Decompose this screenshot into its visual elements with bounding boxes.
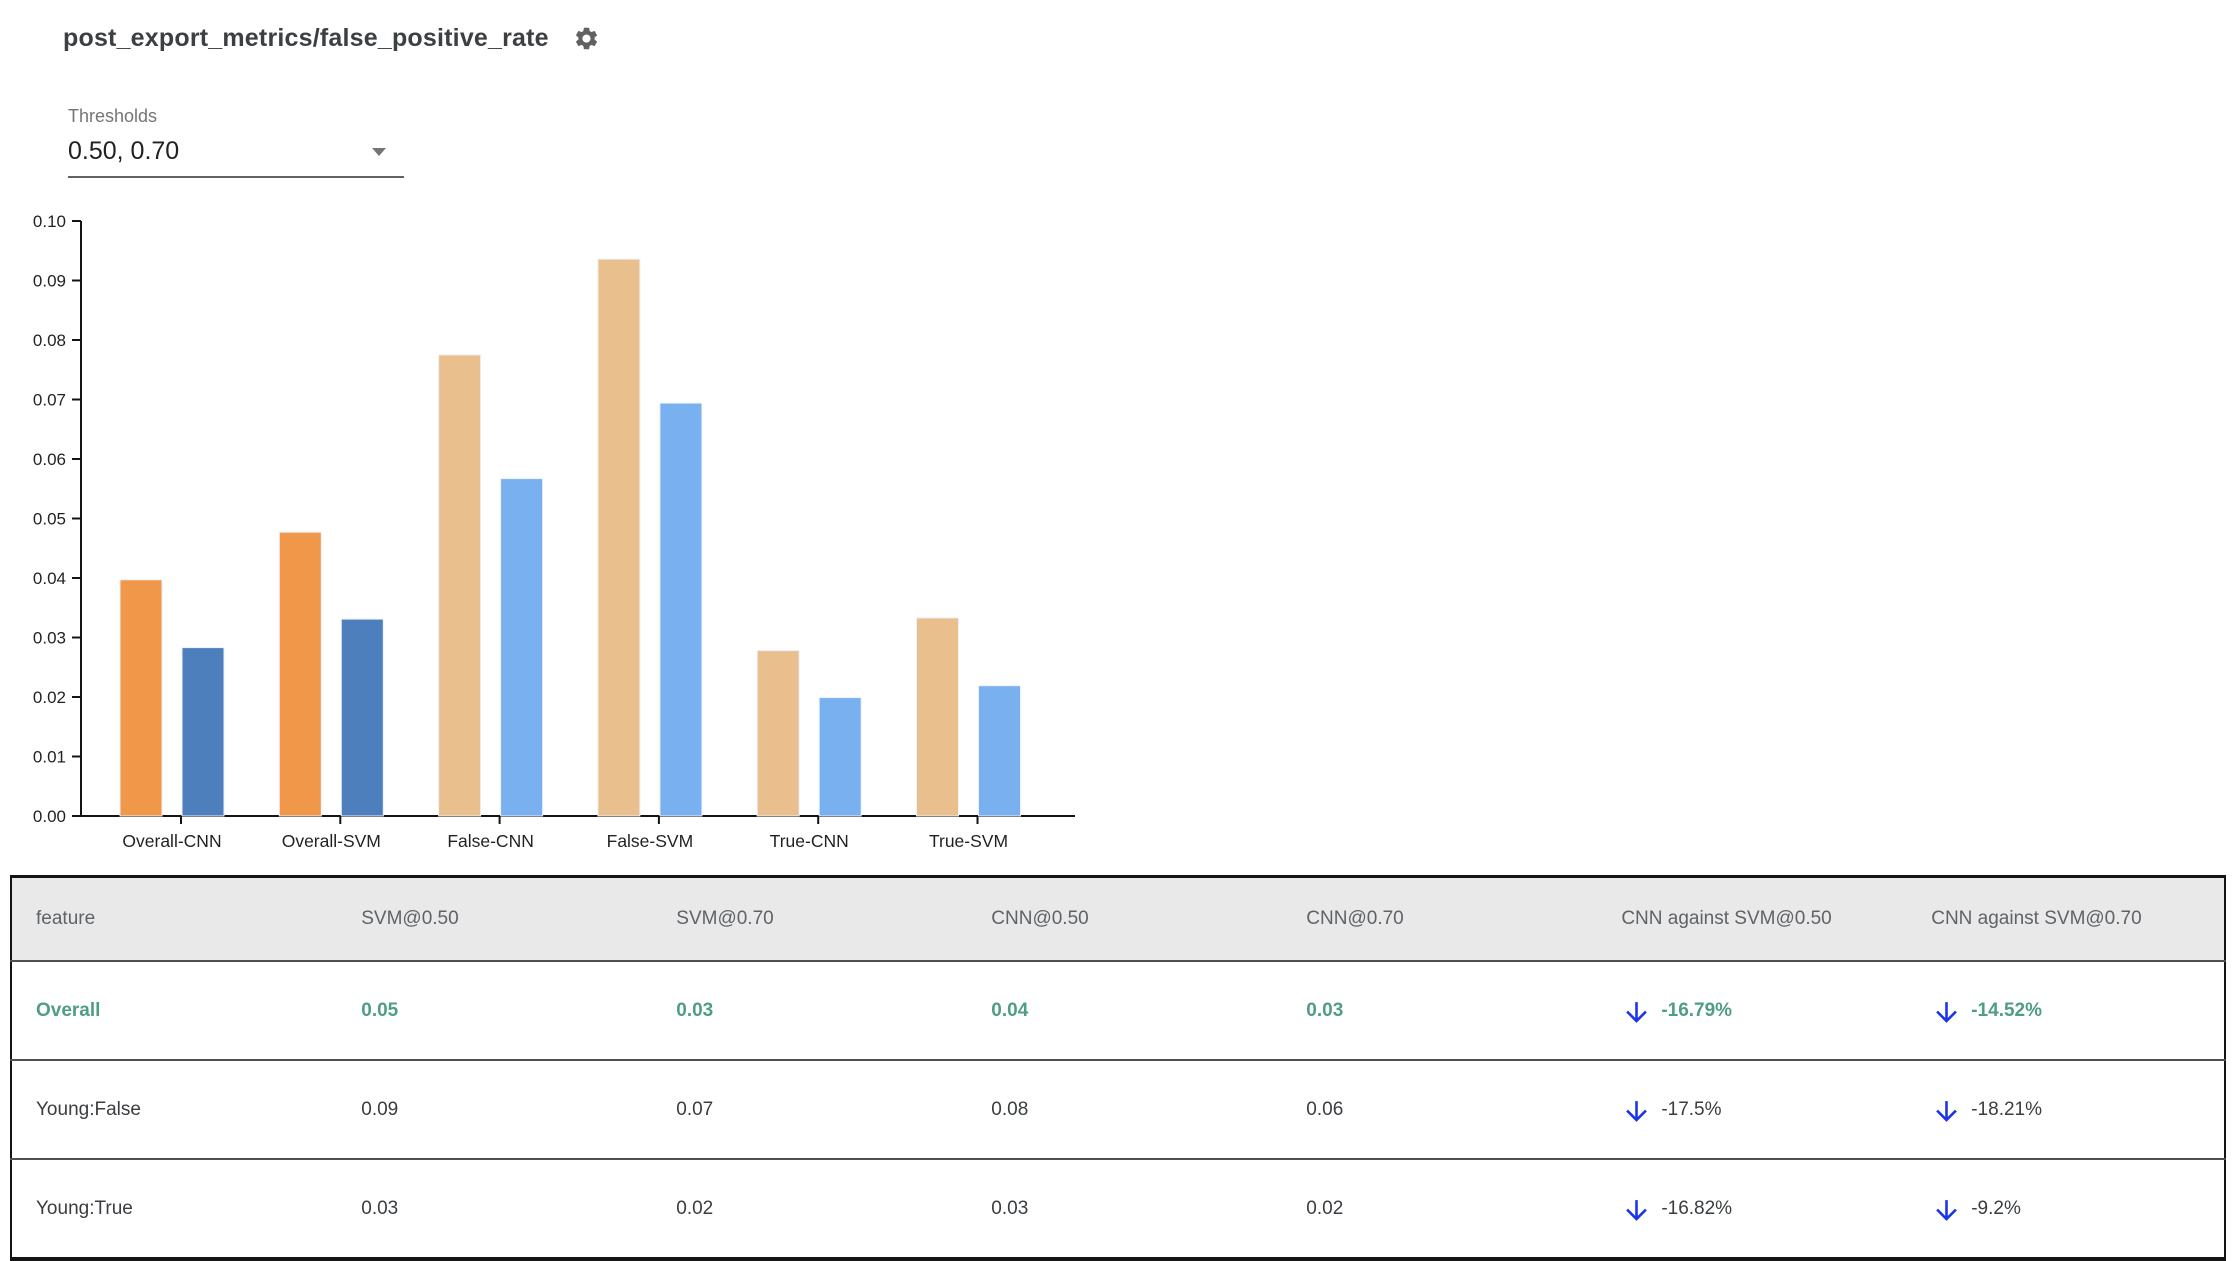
cell-svm-050: 0.09 (361, 1098, 399, 1120)
cell-svm-050: 0.03 (361, 1197, 399, 1219)
percent-change-value: -14.52% (1971, 999, 2043, 1021)
chart-bar (438, 354, 482, 817)
x-axis-category-label: True-CNN (770, 831, 849, 851)
y-axis-tick-label: 0.09 (33, 272, 66, 291)
cell-cnn-050: 0.04 (991, 999, 1029, 1021)
x-axis-category-label: False-SVM (607, 831, 694, 851)
column-header-cnn-050: CNN@0.50 (979, 876, 1295, 961)
y-axis-tick-label: 0.02 (33, 688, 66, 707)
column-header-feature: feature (11, 876, 350, 961)
thresholds-value: 0.50, 0.70 (68, 137, 180, 165)
y-axis-tick-label: 0.00 (33, 807, 66, 826)
chart-bar (916, 617, 959, 817)
chart-bar (756, 650, 800, 817)
column-header-svm-050: SVM@0.50 (349, 876, 665, 961)
cell-cnn-070: 0.06 (1306, 1098, 1344, 1120)
thresholds-control: Thresholds 0.50, 0.70 (68, 106, 404, 178)
cell-cnn-against-svm-050: -16.79% (1609, 961, 1919, 1060)
chart-bar (119, 579, 163, 817)
column-header-cnn-070: CNN@0.70 (1294, 876, 1610, 961)
arrow-down-icon (1936, 1002, 1958, 1023)
column-header-cnn-against-svm-050: CNN against SVM@0.50 (1609, 876, 1920, 961)
table-header-row: feature SVM@0.50 SVM@0.70 CNN@0.50 CNN@0… (11, 876, 2225, 961)
y-axis-tick-label: 0.01 (33, 748, 66, 767)
y-axis-tick-label: 0.07 (33, 391, 66, 410)
chevron-down-icon (372, 147, 386, 156)
false-positive-rate-bar-chart: 0.00 0.01 0.02 0.03 0.04 0.05 0.06 0.07 0.08 0.09… (33, 212, 1075, 851)
x-axis-category-label: Overall-CNN (122, 831, 221, 851)
percent-change-value: -9.2% (1971, 1197, 2021, 1219)
cell-cnn-070: 0.03 (1306, 999, 1344, 1021)
y-axis-tick-label: 0.10 (33, 212, 66, 231)
thresholds-select[interactable]: 0.50, 0.70 (68, 135, 404, 178)
percent-change-value: -16.79% (1661, 999, 1733, 1021)
arrow-down-icon (1626, 1002, 1648, 1023)
percent-change-value: -16.82% (1661, 1197, 1733, 1219)
cell-svm-070: 0.07 (676, 1098, 714, 1120)
cell-feature: Overall (36, 999, 101, 1021)
cell-cnn-against-svm-070: -14.52% (1919, 961, 2225, 1060)
cell-cnn-against-svm-050: -16.82% (1609, 1159, 1919, 1259)
cell-svm-070: 0.02 (676, 1197, 714, 1219)
y-axis-tick-label: 0.08 (33, 331, 66, 350)
cell-feature: Young:False (36, 1098, 141, 1120)
chart-bar (597, 258, 641, 817)
arrow-down-icon (1626, 1101, 1648, 1122)
chart-bar (500, 478, 544, 817)
chart-bar (659, 402, 703, 817)
x-axis-category-label: True-SVM (929, 831, 1008, 851)
chart-bar (978, 685, 1021, 817)
page-title: post_export_metrics/false_positive_rate (63, 24, 549, 52)
column-header-svm-070: SVM@0.70 (664, 876, 980, 961)
settings-gear-icon[interactable] (573, 25, 600, 52)
chart-bar (818, 697, 862, 817)
table-row: Young:False 0.09 0.07 0.08 0.06 -17.5% -18.21% (11, 1060, 2225, 1159)
chart-bar (278, 531, 322, 817)
arrow-down-icon (1936, 1101, 1958, 1122)
arrow-down-icon (1626, 1200, 1648, 1221)
metrics-table-container: feature SVM@0.50 SVM@0.70 CNN@0.50 CNN@0… (10, 875, 2226, 1261)
x-axis-category-label: False-CNN (447, 831, 534, 851)
column-header-cnn-against-svm-070: CNN against SVM@0.70 (1919, 876, 2225, 961)
y-axis-tick-label: 0.04 (33, 569, 66, 588)
cell-cnn-070: 0.02 (1306, 1197, 1344, 1219)
y-axis-tick-label: 0.06 (33, 450, 66, 469)
metrics-table: feature SVM@0.50 SVM@0.70 CNN@0.50 CNN@0… (10, 875, 2226, 1261)
cell-svm-050: 0.05 (361, 999, 399, 1021)
thresholds-label: Thresholds (68, 106, 158, 126)
cell-feature: Young:True (36, 1197, 133, 1219)
table-row: Young:True 0.03 0.02 0.03 0.02 -16.82% -9.2% (11, 1159, 2225, 1259)
y-axis-tick-label: 0.03 (33, 629, 66, 648)
cell-cnn-against-svm-050: -17.5% (1609, 1060, 1919, 1159)
chart-bar (340, 618, 384, 817)
cell-svm-070: 0.03 (676, 999, 714, 1021)
chart-bar (181, 647, 225, 817)
x-axis-category-label: Overall-SVM (282, 831, 381, 851)
header: post_export_metrics/false_positive_rate (63, 24, 600, 53)
percent-change-value: -18.21% (1971, 1098, 2043, 1120)
y-axis-tick-label: 0.05 (33, 510, 66, 529)
cell-cnn-against-svm-070: -18.21% (1919, 1060, 2225, 1159)
arrow-down-icon (1936, 1200, 1958, 1221)
cell-cnn-050: 0.08 (991, 1098, 1029, 1120)
cell-cnn-050: 0.03 (991, 1197, 1029, 1219)
cell-cnn-against-svm-070: -9.2% (1919, 1159, 2225, 1259)
percent-change-value: -17.5% (1661, 1098, 1722, 1120)
table-row: Overall 0.05 0.03 0.04 0.03 -16.79% -14.52% (11, 961, 2225, 1060)
